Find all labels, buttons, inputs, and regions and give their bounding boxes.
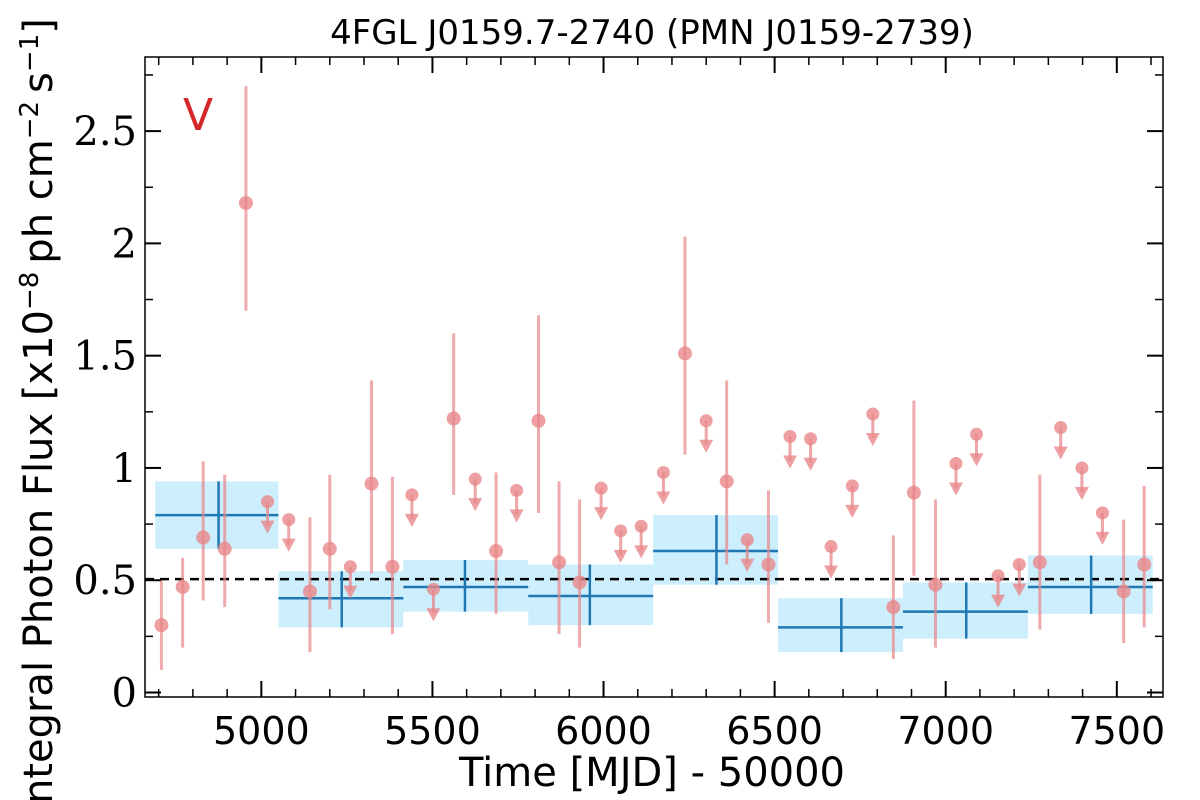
upper-limit-point (426, 582, 440, 596)
upper-limit-point (614, 524, 628, 538)
upper-limit-point (1095, 506, 1109, 520)
upper-limit-arrow (656, 491, 671, 505)
upper-limit-point (343, 560, 357, 574)
y-tick-label: 2 (112, 221, 137, 267)
upper-limit-point (1012, 558, 1026, 572)
upper-limit-arrow (824, 565, 839, 579)
upper-limit-point (845, 479, 859, 493)
x-tick-label: 5000 (213, 709, 310, 753)
upper-limit-arrow (969, 453, 984, 467)
upper-limit-point (594, 481, 608, 495)
upper-limit-arrow (803, 457, 818, 471)
fine-bin-point (489, 544, 504, 559)
y-axis-label-exp3: −1 (15, 34, 45, 72)
y-tick-label: 1.5 (73, 334, 137, 380)
fine-bin-point (196, 530, 211, 545)
fine-bin-point (238, 195, 253, 210)
upper-limit-arrow (613, 549, 628, 563)
upper-limit-arrow (699, 439, 714, 453)
y-axis-label-main: Integral Photon Flux [x10 (16, 310, 62, 800)
upper-limit-arrow (1053, 446, 1068, 460)
upper-limit-point (282, 513, 296, 527)
fine-bin-point (1032, 555, 1047, 570)
y-axis-label-units: ph cm (16, 139, 62, 263)
upper-limit-arrow (740, 558, 755, 572)
upper-limit-point (634, 519, 648, 533)
fine-bin-point (928, 577, 943, 592)
upper-limit-arrow (343, 585, 358, 599)
fine-bin-point (1116, 584, 1131, 599)
fine-bin-point (154, 618, 169, 633)
upper-limit-point (991, 569, 1005, 583)
y-tick-label: 0 (112, 671, 137, 717)
upper-limit-arrow (509, 509, 524, 523)
chart-title: 4FGL J0159.7-2740 (PMN J0159-2739) (330, 13, 974, 53)
fine-bin-point (531, 413, 546, 428)
upper-limit-arrow (281, 538, 296, 552)
y-tick-label: 0.5 (73, 558, 137, 604)
y-tick-label: 2.5 (73, 109, 137, 155)
upper-limit-arrow (948, 482, 963, 496)
upper-limit-point (740, 533, 754, 547)
upper-limit-point (1075, 461, 1089, 475)
upper-limit-point (699, 414, 713, 428)
fine-bin-point (385, 559, 400, 574)
upper-limit-arrow (991, 594, 1006, 608)
y-tick-label: 1 (112, 446, 137, 492)
upper-limit-arrow (260, 520, 275, 534)
upper-limit-point (261, 495, 275, 509)
x-tick-label: 7500 (1068, 709, 1165, 753)
upper-limit-point (656, 465, 670, 479)
upper-limit-arrow (783, 455, 798, 469)
fine-bin-point (302, 584, 317, 599)
fine-bin-point (446, 411, 461, 426)
axes-frame (144, 56, 1164, 698)
upper-limit-point (949, 456, 963, 470)
upper-limit-point (510, 483, 524, 497)
upper-limit-point (866, 407, 880, 421)
fine-bin-point (719, 474, 734, 489)
upper-limit-point (970, 427, 984, 441)
x-tick-label: 5500 (384, 709, 481, 753)
y-axis-label-exp: −8 (15, 272, 45, 310)
upper-limit-point (468, 472, 482, 486)
fine-bin-point (552, 555, 567, 570)
x-axis-label: Time [MJD] - 50000 (458, 750, 845, 796)
upper-limit-point (804, 432, 818, 446)
upper-limit-point (1054, 421, 1068, 435)
fine-bin-point (886, 600, 901, 615)
upper-limit-arrow (404, 513, 419, 527)
fine-bin-point (572, 575, 587, 590)
upper-limit-point (405, 488, 419, 502)
upper-limit-arrow (426, 608, 441, 622)
fine-bin-point (761, 557, 776, 572)
x-tick-label: 7000 (897, 709, 994, 753)
fine-bin-point (175, 579, 190, 594)
upper-limit-arrow (594, 507, 609, 521)
upper-limit-arrow (1012, 583, 1027, 597)
y-axis-label-close: ] (16, 18, 62, 34)
upper-limit-arrow (865, 433, 880, 447)
upper-limit-arrow (1095, 531, 1110, 545)
y-axis-label: Integral Photon Flux [x10−8 ph cm−2 s−1] (15, 18, 62, 800)
upper-limit-point (783, 430, 797, 444)
fine-bin-point (217, 541, 232, 556)
upper-limit-point (824, 540, 838, 554)
upper-limit-arrow (845, 504, 860, 518)
x-tick-label: 6000 (555, 709, 652, 753)
x-tick-label: 6500 (726, 709, 823, 753)
upper-limit-arrow (468, 498, 483, 512)
fine-bin-point (1137, 557, 1152, 572)
fine-bin-point (677, 346, 692, 361)
y-axis-label-seconds: s (16, 72, 62, 93)
fine-bin-point (906, 485, 921, 500)
variability-flag: V (183, 90, 213, 141)
fine-bin-point (364, 476, 379, 491)
plot-area: 5000 5500 6000 6500 7000 7500 0 0.5 1 1.5 2 2.5 V (73, 56, 1165, 753)
upper-limit-arrow (1074, 486, 1089, 500)
y-axis-label-exp2: −2 (15, 101, 45, 139)
upper-limit-arrow (634, 545, 649, 559)
fine-bin-point (322, 541, 337, 556)
